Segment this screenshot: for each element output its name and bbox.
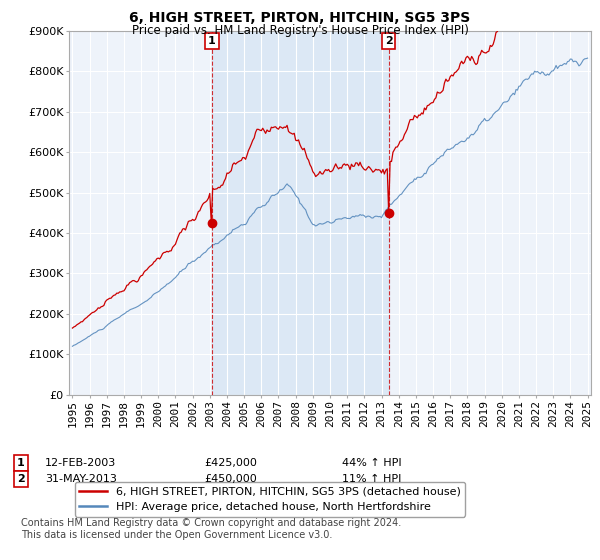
Text: 31-MAY-2013: 31-MAY-2013: [45, 474, 117, 484]
Text: 12-FEB-2003: 12-FEB-2003: [45, 458, 116, 468]
Text: 11% ↑ HPI: 11% ↑ HPI: [342, 474, 401, 484]
Text: Contains HM Land Registry data © Crown copyright and database right 2024.
This d: Contains HM Land Registry data © Crown c…: [21, 519, 401, 540]
Text: 1: 1: [17, 458, 25, 468]
Legend: 6, HIGH STREET, PIRTON, HITCHIN, SG5 3PS (detached house), HPI: Average price, d: 6, HIGH STREET, PIRTON, HITCHIN, SG5 3PS…: [74, 482, 465, 517]
Text: 2: 2: [17, 474, 25, 484]
Text: £450,000: £450,000: [204, 474, 257, 484]
Text: Price paid vs. HM Land Registry's House Price Index (HPI): Price paid vs. HM Land Registry's House …: [131, 24, 469, 36]
Bar: [212, 31, 389, 395]
Text: 2: 2: [385, 36, 392, 46]
Text: 1: 1: [208, 36, 216, 46]
Text: 6, HIGH STREET, PIRTON, HITCHIN, SG5 3PS: 6, HIGH STREET, PIRTON, HITCHIN, SG5 3PS: [130, 11, 470, 25]
Text: 44% ↑ HPI: 44% ↑ HPI: [342, 458, 401, 468]
Text: £425,000: £425,000: [204, 458, 257, 468]
